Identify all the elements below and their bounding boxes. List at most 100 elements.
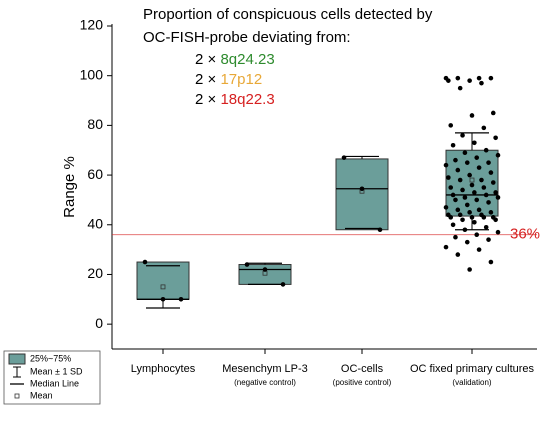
data-point — [443, 162, 449, 168]
data-point — [488, 75, 494, 81]
box — [136, 261, 190, 300]
legend-frame — [3, 350, 101, 405]
legend-label: Median Line — [30, 378, 79, 388]
mean-marker — [469, 177, 475, 183]
data-point — [474, 197, 480, 203]
data-point — [460, 187, 465, 193]
data-point — [469, 182, 475, 188]
data-point — [488, 210, 494, 215]
data-point — [341, 155, 347, 160]
data-point — [486, 200, 491, 205]
data-point — [493, 190, 498, 195]
data-point — [479, 80, 484, 86]
probe-name: 18q22.3 — [220, 91, 274, 108]
x-tick-label: OC fixed primary cultures — [410, 363, 535, 375]
data-point — [448, 185, 454, 190]
data-point — [462, 195, 468, 200]
data-point — [450, 192, 456, 198]
title-line: Proportion of conspicuous cells detected… — [143, 6, 433, 23]
x-subcategory-label: (validation) — [452, 378, 491, 387]
data-point — [448, 215, 454, 220]
probe-label: 2 × 18q22.3 — [195, 91, 275, 108]
data-point — [455, 167, 461, 173]
legend-box-swatch — [8, 353, 26, 365]
data-point — [464, 239, 470, 245]
data-point — [464, 202, 470, 208]
probe-label: 2 × 8q24.23 — [195, 51, 275, 68]
data-point — [488, 170, 494, 175]
data-point — [446, 175, 451, 180]
data-point — [490, 180, 496, 185]
data-point — [479, 177, 484, 183]
data-point — [142, 259, 148, 265]
y-tick-label: 0 — [95, 315, 103, 331]
data-point — [462, 227, 468, 233]
data-point — [467, 267, 472, 272]
probe-name: 17p12 — [220, 71, 262, 88]
data-point — [455, 75, 461, 81]
y-tick-label: 120 — [80, 17, 104, 33]
data-point — [493, 217, 498, 223]
data-point — [467, 172, 472, 178]
y-tick-label: 20 — [87, 265, 103, 281]
data-point — [483, 147, 489, 153]
data-point — [450, 222, 456, 228]
data-point — [474, 155, 480, 160]
data-point — [469, 215, 475, 220]
data-point — [472, 190, 477, 195]
y-tick-label: 40 — [87, 215, 103, 231]
data-point — [443, 205, 449, 210]
data-point — [472, 219, 477, 225]
title-line: OC-FISH-probe deviating from: — [143, 29, 351, 46]
data-point — [280, 282, 286, 287]
data-point — [377, 227, 383, 233]
probe-label: 2 × 17p12 — [195, 71, 262, 88]
y-tick-label: 60 — [87, 166, 103, 182]
x-subcategory-label: (positive control) — [333, 378, 392, 387]
data-point — [495, 195, 501, 200]
data-point — [476, 75, 482, 81]
probe-name: 8q24.23 — [220, 51, 274, 68]
data-point — [453, 197, 458, 203]
data-point — [448, 123, 454, 128]
legend-mean-swatch — [14, 393, 20, 399]
data-point — [464, 160, 470, 165]
data-point — [490, 110, 496, 116]
data-point — [467, 210, 472, 215]
x-tick-label: Mesenchym LP-3 — [222, 363, 308, 375]
probe-prefix: 2 × — [195, 91, 216, 108]
data-point — [457, 212, 463, 218]
data-point — [457, 177, 463, 183]
data-point — [446, 78, 451, 83]
data-point — [462, 150, 468, 156]
mean-marker — [160, 284, 166, 290]
data-point — [481, 185, 487, 190]
data-point — [359, 186, 365, 192]
data-point — [486, 160, 491, 165]
data-point — [495, 229, 501, 235]
data-point — [467, 78, 472, 83]
data-point — [493, 135, 498, 141]
box — [335, 158, 389, 231]
data-point — [474, 232, 480, 238]
data-point — [476, 165, 482, 170]
data-point — [262, 267, 268, 272]
data-point — [178, 297, 184, 302]
data-point — [481, 125, 487, 131]
data-point — [453, 157, 458, 163]
y-tick-label: 80 — [87, 116, 103, 132]
probe-prefix: 2 × — [195, 51, 216, 68]
y-axis-label: Range % — [61, 156, 78, 218]
data-point — [460, 217, 465, 223]
data-point — [469, 113, 475, 118]
data-point — [488, 259, 494, 265]
legend-label: Mean — [30, 390, 53, 400]
data-point — [244, 262, 250, 267]
reference-label: 36% — [510, 226, 540, 243]
data-point — [481, 215, 487, 220]
data-point — [486, 237, 491, 242]
x-subcategory-label: (negative control) — [234, 378, 296, 387]
data-point — [453, 234, 458, 240]
data-point — [483, 192, 489, 198]
